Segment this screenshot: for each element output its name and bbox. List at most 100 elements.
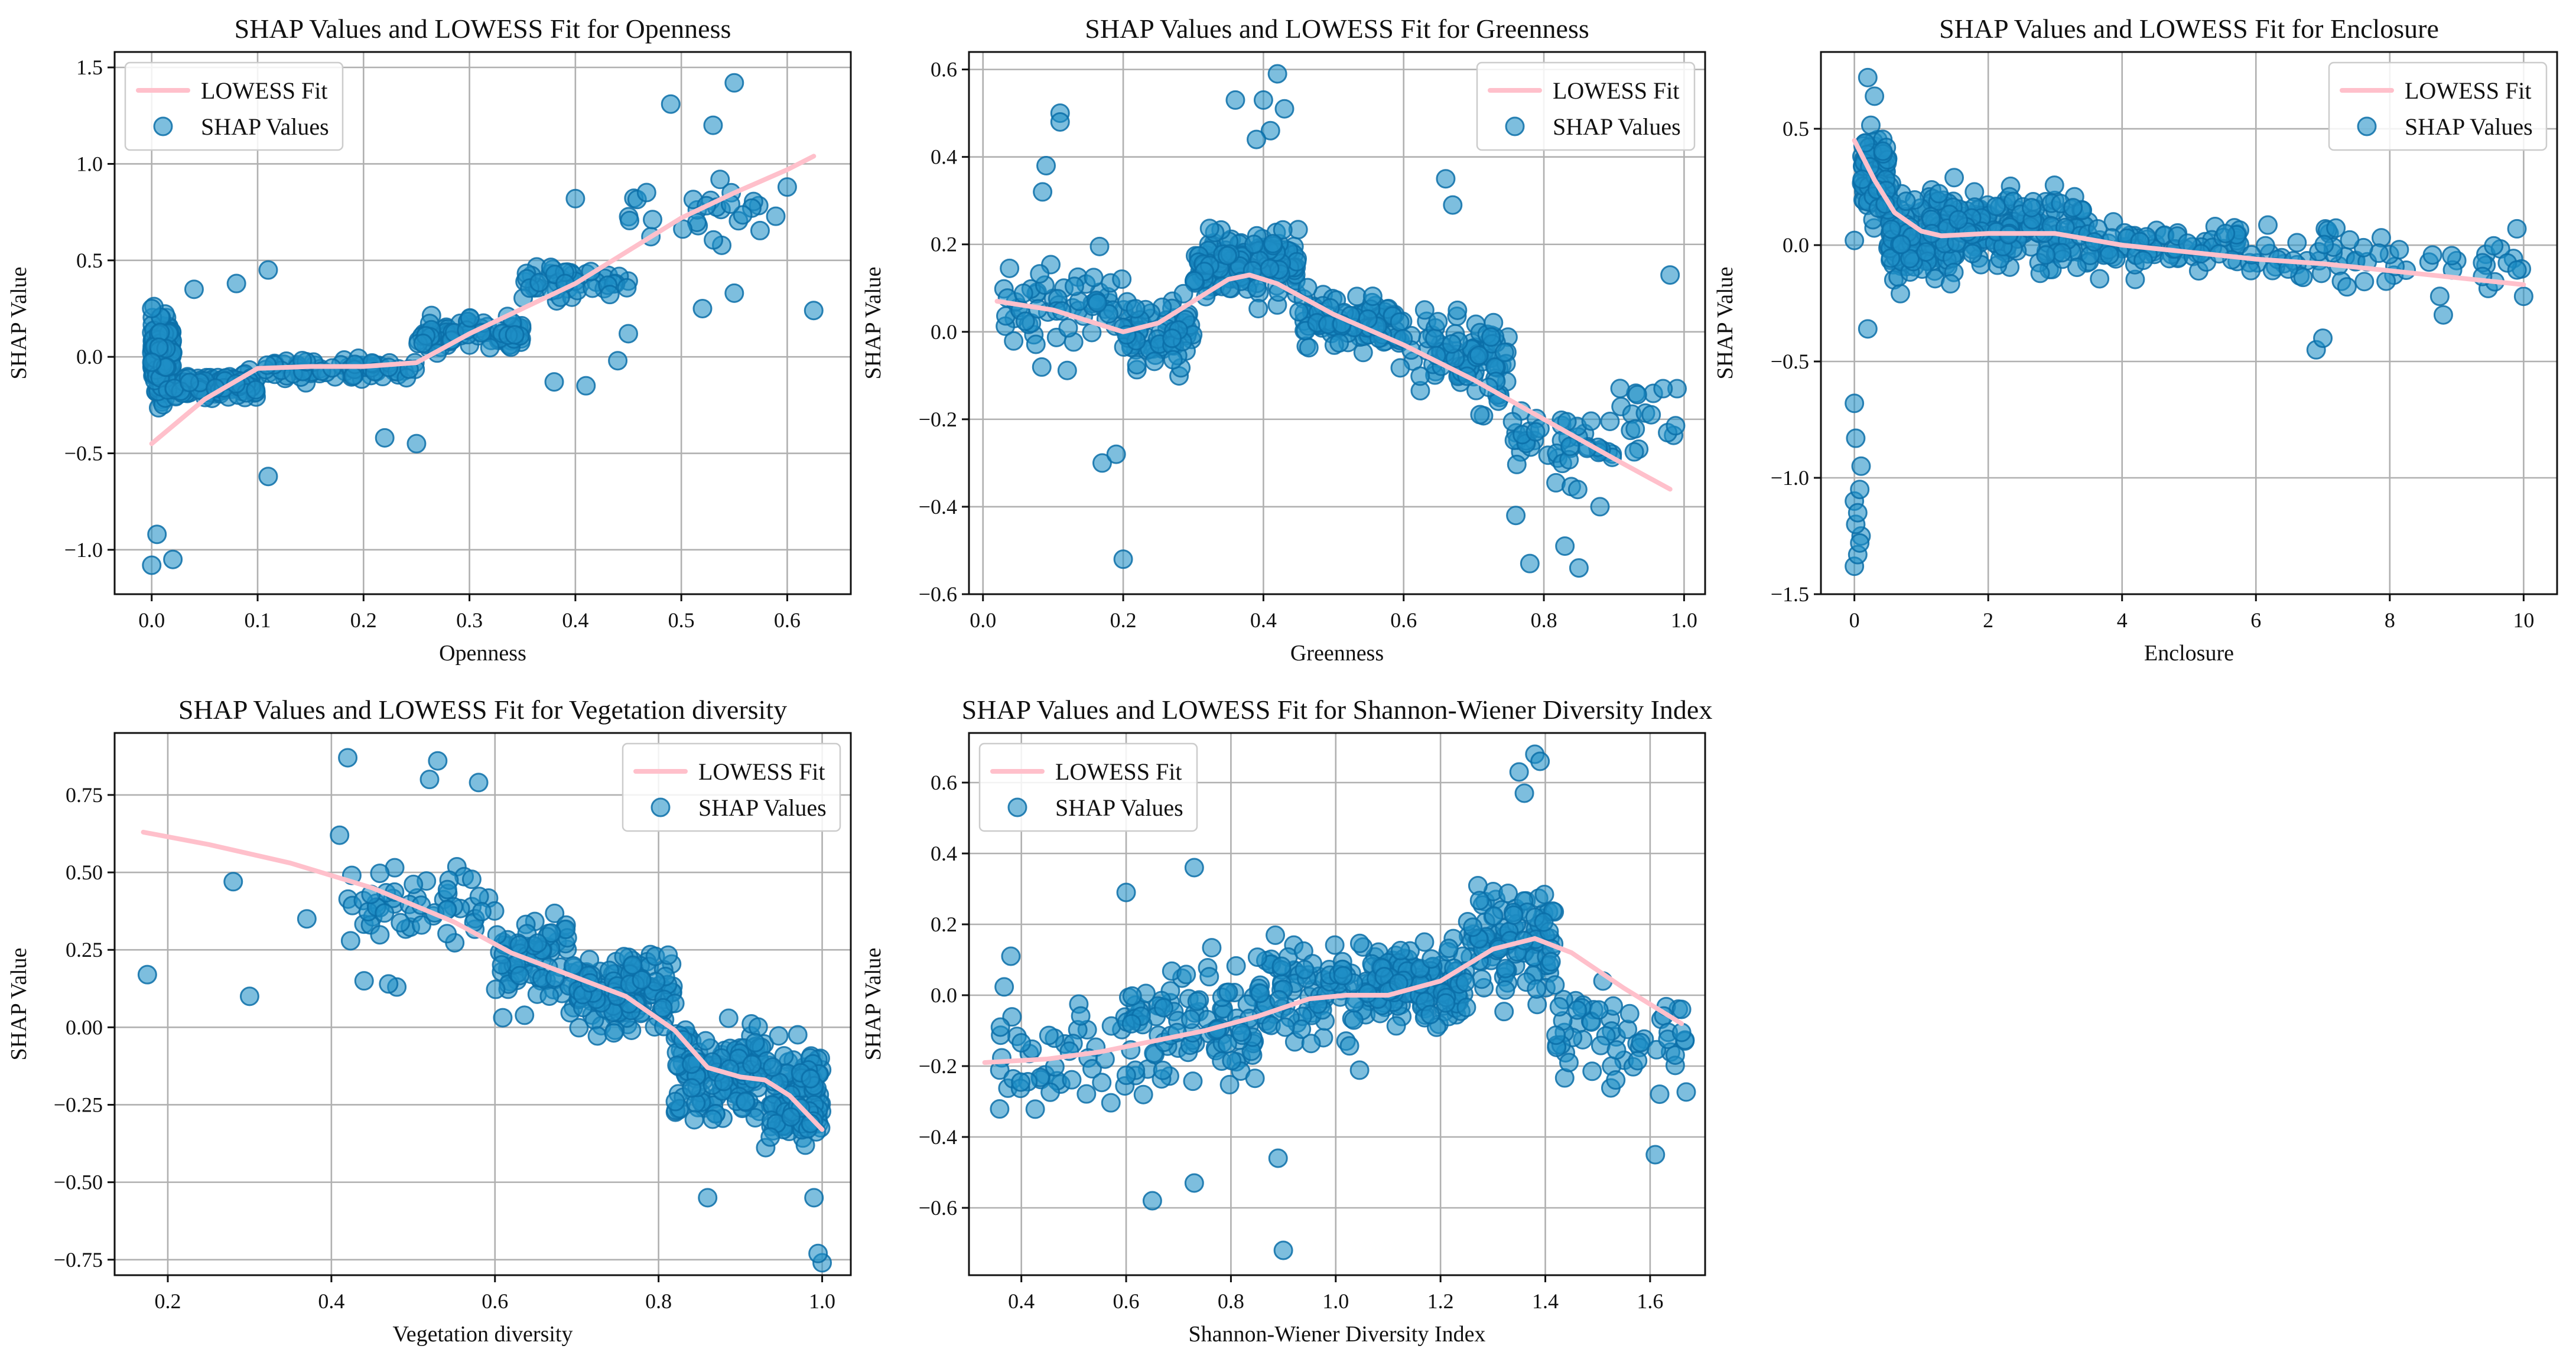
data-point (469, 773, 489, 793)
plot-frame (968, 732, 1706, 1276)
data-point (471, 901, 492, 921)
y-tick-label: 0.0 (931, 320, 957, 344)
data-point (147, 524, 167, 545)
data-point (1665, 1045, 1685, 1065)
data-point (1455, 972, 1475, 992)
data-point (1015, 311, 1035, 331)
data-point (226, 273, 246, 294)
lowess-line (141, 829, 825, 1132)
data-point (340, 931, 360, 951)
legend-label-shap: SHAP Values (1553, 113, 1681, 140)
data-point (1448, 300, 1468, 320)
legend-label-lowess: LOWESS Fit (1055, 758, 1182, 785)
data-point (1986, 196, 2006, 216)
data-point (1851, 456, 1871, 476)
data-point (587, 1026, 607, 1046)
y-tick-label: 0.4 (931, 842, 957, 865)
data-point (1040, 1082, 1061, 1102)
legend-point-swatch (2357, 116, 2377, 136)
data-point (801, 1068, 821, 1089)
x-tick-label: 1.0 (809, 1289, 835, 1313)
chart-title: SHAP Values and LOWESS Fit for Greenness (1085, 14, 1589, 44)
data-point (1650, 1084, 1670, 1104)
data-point (1349, 1060, 1370, 1080)
data-point (1011, 1033, 1032, 1053)
x-tick-label: 1.0 (1322, 1289, 1349, 1313)
data-point (1173, 284, 1193, 304)
data-point (658, 945, 678, 965)
data-point (1944, 168, 1964, 188)
legend-box (978, 742, 1198, 832)
y-axis-label: SHAP Value (6, 947, 31, 1060)
data-point (1560, 436, 1580, 457)
y-tick-label: 0.2 (931, 913, 957, 936)
chart-enclosure: 0 2 4 6 8 10 −1.5 −1.0 −0.5 0.0 0.5 SHAP Values and… (1713, 14, 2558, 666)
data-point (2429, 286, 2450, 307)
data-point (1541, 952, 1561, 972)
data-point (1057, 360, 1077, 380)
data-point (1247, 129, 1267, 149)
data-point (1420, 1005, 1440, 1025)
data-point (1414, 932, 1435, 952)
data-point (2376, 271, 2396, 291)
data-point (661, 94, 681, 114)
y-tick-label: −0.5 (1771, 350, 1809, 373)
data-point (1219, 1074, 1240, 1094)
data-point (1410, 366, 1430, 386)
data-point (1329, 333, 1349, 353)
data-point (1153, 1060, 1173, 1080)
data-point (608, 351, 628, 371)
data-point (246, 380, 266, 400)
data-point (1058, 318, 1078, 338)
x-axis-label: Enclosure (2144, 641, 2234, 666)
data-point (576, 376, 596, 396)
data-point (781, 1107, 801, 1127)
data-point (2389, 240, 2409, 260)
y-axis-label: SHAP Value (861, 266, 886, 379)
legend: LOWESS Fit SHAP Values (124, 61, 344, 151)
data-point (2133, 250, 2154, 271)
data-point (505, 325, 525, 345)
x-tick-label: 8 (2385, 608, 2395, 632)
x-tick-label: 0.0 (138, 608, 165, 632)
data-point (297, 909, 317, 929)
data-point (695, 1031, 715, 1051)
data-point (1495, 980, 1515, 1000)
legend-point-swatch (1007, 797, 1027, 817)
data-point (804, 1188, 824, 1208)
data-point (1470, 405, 1490, 425)
x-tick-label: 0.2 (154, 1289, 181, 1313)
data-point (1247, 947, 1267, 967)
data-point (2258, 215, 2278, 235)
data-point (1089, 236, 1110, 256)
data-point (1590, 497, 1610, 517)
data-point (2507, 260, 2527, 280)
data-point (1624, 442, 1644, 462)
chart-title: SHAP Values and LOWESS Fit for Enclosure (1939, 14, 2439, 44)
data-point (1250, 983, 1270, 1003)
data-point (1858, 319, 1878, 339)
data-point (460, 308, 480, 328)
data-point (1509, 762, 1529, 782)
data-point (750, 220, 770, 240)
y-tick-label: 0.25 (66, 938, 103, 962)
data-point (1422, 949, 1442, 969)
data-point (1845, 230, 1865, 250)
data-point (1606, 1070, 1626, 1090)
y-tick-label: −0.25 (54, 1093, 103, 1116)
data-point (1116, 882, 1136, 902)
x-tick-label: 1.0 (1671, 608, 1697, 632)
data-point (1865, 86, 1885, 106)
data-point (2287, 233, 2307, 253)
data-point (1469, 891, 1489, 911)
data-point (1032, 357, 1052, 377)
lowess-line (149, 154, 817, 447)
y-tick-label: −1.0 (64, 538, 103, 562)
scatter-points (142, 73, 824, 575)
data-point (1625, 419, 1645, 439)
data-point (1266, 925, 1286, 945)
data-point (1916, 242, 1936, 262)
data-point (702, 1109, 723, 1129)
data-point (1244, 234, 1264, 255)
